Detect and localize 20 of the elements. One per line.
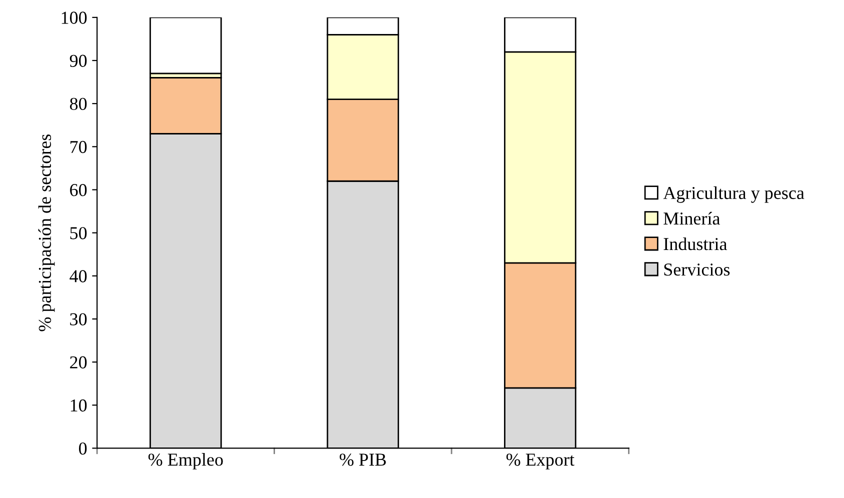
y-tick-label: 70 — [70, 140, 87, 154]
x-tick-label: % Empleo — [148, 453, 223, 470]
x-tick-label: % Export — [506, 454, 574, 470]
y-tick-label: 20 — [70, 356, 87, 368]
y-tick-label: 90 — [70, 54, 87, 67]
y-tick-label: 50 — [70, 227, 87, 240]
y-tick-label: 100 — [62, 12, 87, 24]
y-axis-title: % participación de sectores — [38, 134, 55, 332]
legend-label: Industria — [664, 237, 728, 250]
legend-label: Minería — [664, 212, 720, 225]
legend-label: Servicios — [664, 264, 730, 276]
y-tick-label: 40 — [70, 270, 87, 282]
y-tick-label: 10 — [70, 399, 87, 412]
legend-label: Agricultura y pesca — [663, 186, 804, 203]
y-tick-label: 0 — [79, 442, 87, 455]
y-tick-label: 30 — [70, 313, 87, 326]
x-tick-label: % PIB — [340, 454, 386, 466]
y-tick-label: 80 — [70, 98, 87, 110]
bar — [150, 17, 222, 74]
y-tick-label: 60 — [70, 184, 87, 196]
